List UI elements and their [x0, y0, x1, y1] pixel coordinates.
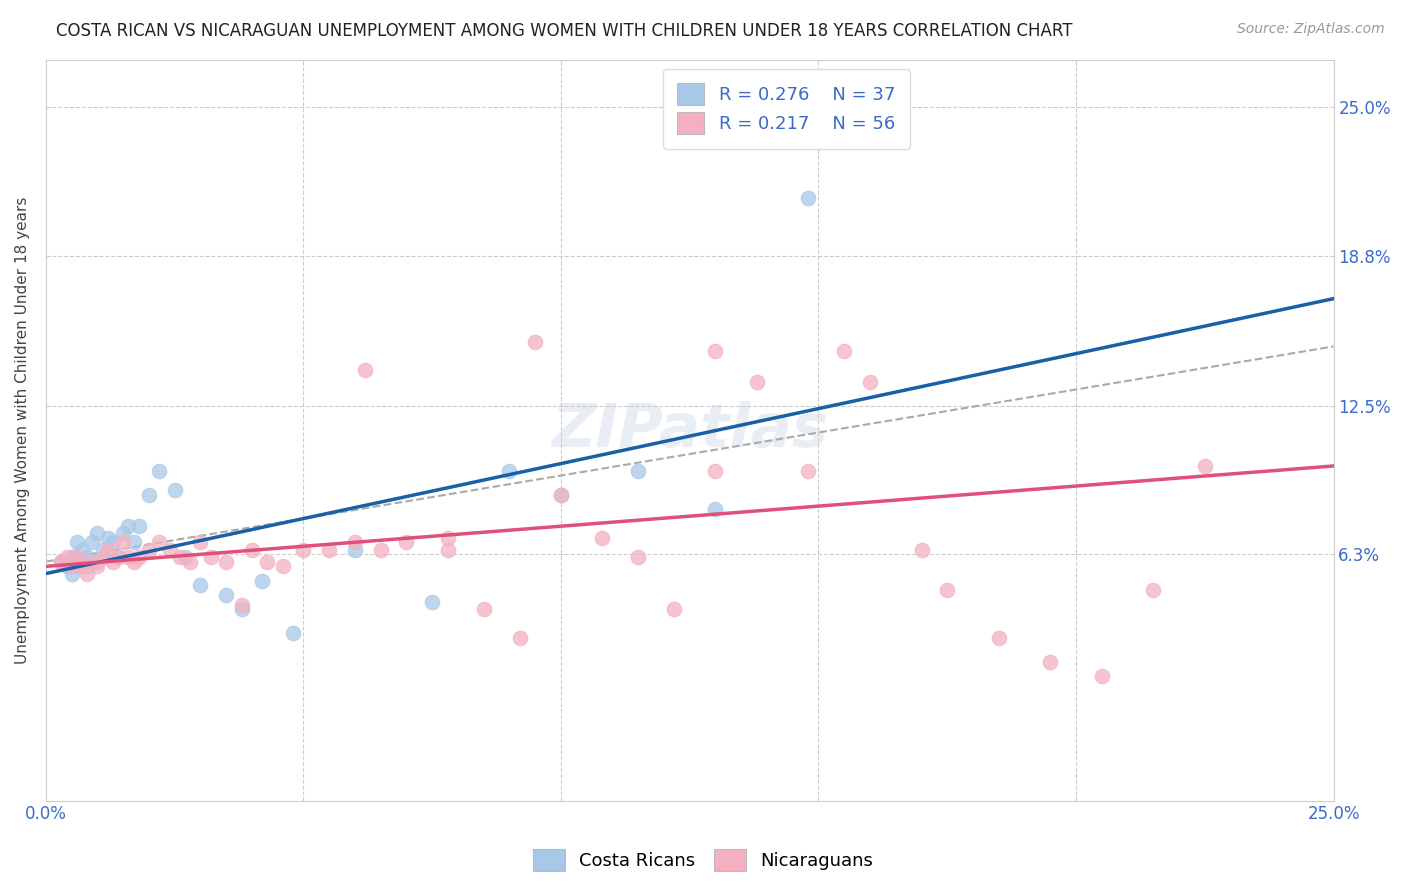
Legend: Costa Ricans, Nicaraguans: Costa Ricans, Nicaraguans [526, 842, 880, 879]
Point [86, 559, 108, 574]
Point [318, 542, 340, 557]
Point [252, 574, 274, 588]
Point [60, 549, 83, 564]
Point [70, 555, 93, 569]
Point [91, 542, 114, 557]
Point [1142, 583, 1164, 598]
Point [910, 542, 932, 557]
Point [128, 549, 150, 564]
Point [76, 566, 98, 581]
Point [231, 598, 253, 612]
Point [370, 542, 392, 557]
Point [70, 542, 93, 557]
Point [66, 559, 89, 574]
Point [138, 488, 160, 502]
Point [86, 555, 108, 569]
Point [122, 555, 145, 569]
Point [550, 488, 572, 502]
Point [936, 583, 959, 598]
Point [163, 483, 186, 497]
Point [60, 559, 83, 574]
Text: ZIPatlas: ZIPatlas [551, 401, 828, 459]
Point [82, 535, 104, 549]
Point [60, 566, 83, 581]
Point [76, 559, 98, 574]
Point [231, 602, 253, 616]
Point [472, 602, 495, 616]
Point [82, 555, 104, 569]
Point [51, 555, 73, 569]
Point [66, 535, 89, 549]
Point [97, 531, 120, 545]
Point [76, 549, 98, 564]
Point [395, 535, 418, 549]
Point [524, 334, 547, 349]
Point [55, 549, 77, 564]
Point [138, 542, 160, 557]
Point [117, 549, 139, 564]
Point [550, 488, 572, 502]
Point [174, 549, 197, 564]
Point [498, 464, 520, 478]
Point [292, 542, 315, 557]
Point [97, 542, 120, 557]
Point [200, 549, 222, 564]
Point [215, 555, 238, 569]
Point [283, 626, 305, 640]
Point [420, 595, 443, 609]
Text: Source: ZipAtlas.com: Source: ZipAtlas.com [1237, 22, 1385, 37]
Point [107, 549, 129, 564]
Point [704, 344, 727, 359]
Point [70, 559, 93, 574]
Point [169, 549, 191, 564]
Point [179, 555, 201, 569]
Point [240, 542, 263, 557]
Point [1091, 669, 1114, 683]
Point [509, 631, 531, 645]
Point [704, 464, 727, 478]
Point [591, 531, 613, 545]
Point [128, 518, 150, 533]
Point [112, 525, 135, 540]
Point [117, 518, 139, 533]
Point [51, 555, 73, 569]
Point [66, 549, 89, 564]
Point [704, 502, 727, 516]
Point [354, 363, 377, 377]
Point [101, 555, 124, 569]
Point [664, 602, 686, 616]
Point [112, 535, 135, 549]
Point [797, 191, 820, 205]
Point [107, 549, 129, 564]
Point [271, 559, 294, 574]
Text: COSTA RICAN VS NICARAGUAN UNEMPLOYMENT AMONG WOMEN WITH CHILDREN UNDER 18 YEARS : COSTA RICAN VS NICARAGUAN UNEMPLOYMENT A… [56, 22, 1073, 40]
Point [627, 549, 650, 564]
Point [159, 542, 181, 557]
Point [55, 559, 77, 574]
Point [343, 542, 366, 557]
Point [122, 535, 145, 549]
Point [1194, 458, 1216, 473]
Point [859, 376, 882, 390]
Point [832, 344, 855, 359]
Point [190, 578, 212, 592]
Point [148, 535, 170, 549]
Point [745, 376, 768, 390]
Y-axis label: Unemployment Among Women with Children Under 18 years: Unemployment Among Women with Children U… [15, 196, 30, 664]
Point [86, 525, 108, 540]
Point [256, 555, 278, 569]
Legend: R = 0.276    N = 37, R = 0.217    N = 56: R = 0.276 N = 37, R = 0.217 N = 56 [662, 69, 910, 149]
Point [148, 464, 170, 478]
Point [797, 464, 820, 478]
Point [987, 631, 1010, 645]
Point [1039, 655, 1062, 669]
Point [436, 542, 458, 557]
Point [101, 535, 124, 549]
Point [215, 588, 238, 602]
Point [627, 464, 650, 478]
Point [91, 549, 114, 564]
Point [436, 531, 458, 545]
Point [343, 535, 366, 549]
Point [190, 535, 212, 549]
